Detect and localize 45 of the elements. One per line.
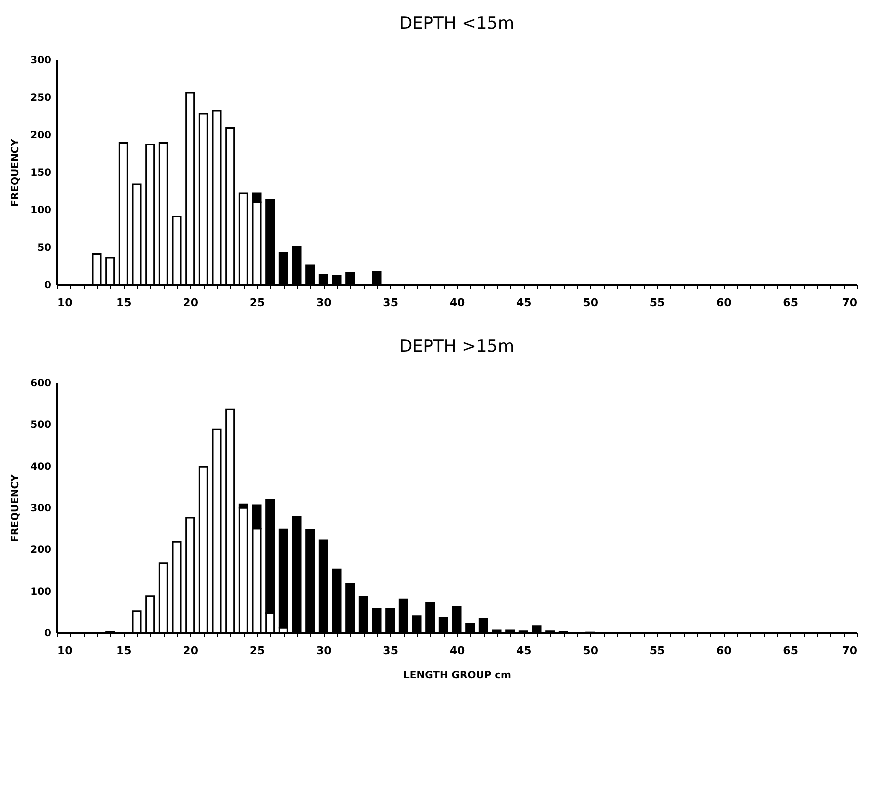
x-tick-label: 45 (516, 644, 532, 658)
y-tick-label: 250 (30, 93, 52, 104)
x-tick-label: 25 (250, 296, 266, 310)
y-tick-label: 0 (44, 628, 52, 640)
y-tick-label: 400 (30, 462, 52, 473)
x-tick-label: 10 (58, 644, 74, 658)
x-tick-label: 50 (583, 296, 599, 310)
y-tick-label: 100 (30, 586, 52, 598)
x-tick-label: 50 (583, 644, 599, 658)
x-tick-label: 55 (650, 644, 666, 658)
x-tick-label: 40 (450, 644, 466, 658)
x-tick-label: 60 (716, 644, 732, 658)
y-tick-label: 600 (30, 378, 52, 390)
x-tick-label: 35 (383, 296, 398, 310)
y-tick-label: 50 (38, 243, 52, 254)
y-tick-label: 200 (30, 130, 52, 142)
x-tick-label: 55 (650, 296, 666, 310)
y-tick-label: 200 (30, 545, 52, 556)
x-tick-label: 60 (716, 296, 732, 310)
y-tick-label: 500 (30, 420, 52, 432)
x-tick-label: 30 (316, 296, 332, 310)
chart-title: DEPTH <15m (399, 14, 515, 34)
y-axis-title: FREQUENCY (10, 474, 22, 542)
x-tick-label: 70 (842, 644, 858, 658)
x-tick-label: 40 (450, 296, 466, 310)
x-tick-label: 45 (516, 296, 532, 310)
x-tick-label: 35 (383, 644, 398, 658)
y-tick-label: 100 (30, 206, 52, 216)
x-tick-label: 20 (183, 644, 199, 658)
x-tick-label: 20 (183, 296, 199, 310)
y-tick-label: 0 (44, 280, 52, 292)
x-tick-label: 65 (783, 296, 798, 310)
y-tick-label: 300 (30, 504, 52, 514)
x-tick-label: 10 (58, 296, 74, 310)
x-tick-label: 30 (316, 644, 332, 658)
y-axis-title: FREQUENCY (10, 138, 22, 207)
x-tick-label: 70 (842, 296, 858, 310)
x-tick-label: 25 (250, 644, 266, 658)
x-tick-label: 65 (783, 644, 798, 658)
y-tick-label: 300 (30, 56, 52, 66)
chart-title: DEPTH >15m (399, 337, 515, 357)
x-tick-label: 15 (116, 296, 132, 310)
y-tick-label: 150 (30, 168, 52, 179)
x-axis-title: LENGTH GROUP cm (404, 670, 512, 682)
x-tick-label: 15 (116, 644, 132, 658)
